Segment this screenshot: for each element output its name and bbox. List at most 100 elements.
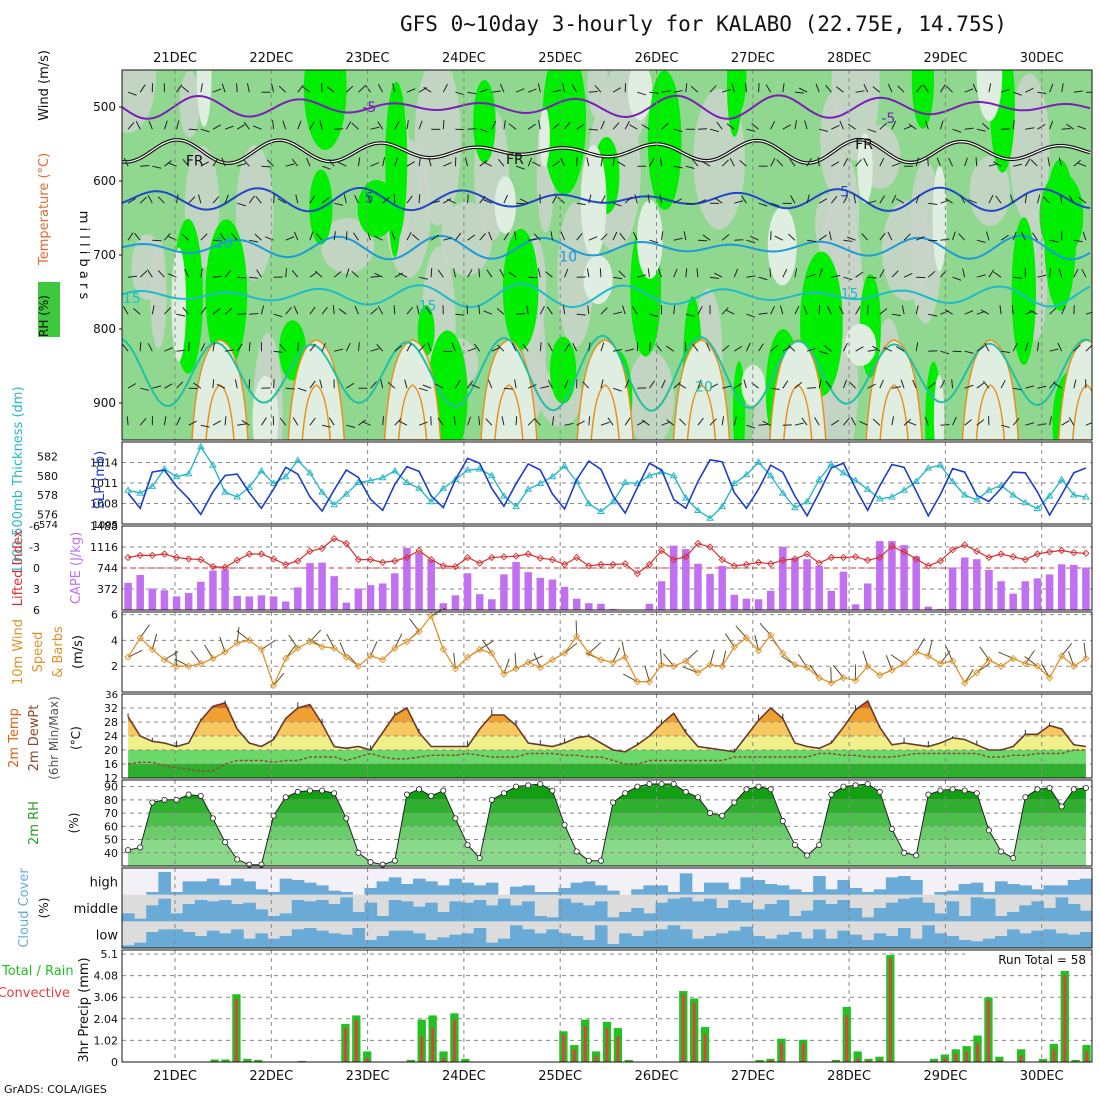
boundary-layer-contour [205,384,235,440]
boundary-layer-contour [975,384,1006,440]
wind-barb [649,91,659,94]
wind-barb [685,268,688,278]
wind-barb [1059,194,1063,204]
wind-barb [988,194,994,204]
wind-barb [382,157,386,167]
precip-convective-bar [463,1060,467,1062]
wind-speed-marker [512,665,520,673]
cloud-cell-middle [231,904,244,922]
wind-barb [527,123,536,130]
wind-speed-marker [948,657,957,665]
wind-barb [903,418,912,426]
cape-tick-label: 372 [97,583,118,596]
wind-barb [394,418,402,426]
rh-marker [610,799,617,806]
rh-dry-patch [235,145,274,281]
wind-barb [309,306,316,315]
wind-barb [127,232,134,241]
wind-barb [527,157,533,167]
wind-barb [924,120,929,130]
wind-barb [739,159,747,167]
wind-barb [176,313,186,317]
wind-barb [273,194,275,204]
cloud-cell-low [1055,933,1069,948]
cloud-cell-middle [1079,910,1093,922]
wind-barb [467,269,473,278]
wind-barb [241,419,250,426]
rh-tick-label: 40 [104,847,118,860]
wind-barb [576,123,585,130]
wind-barb [467,347,477,352]
cloud-cell-low [764,938,778,948]
wind-speed-marker [730,643,738,651]
wind-barb [221,83,226,93]
cloud-cell-high [1019,885,1032,895]
temp-tick-label: 32 [104,702,118,715]
wind-barb [333,231,336,241]
wind-barb [514,379,517,389]
wind-barb [600,379,604,389]
cloud-cell-high [716,882,729,895]
lifted-index-marker [754,558,763,567]
cloud-cell-high [752,880,766,895]
cloud-cell-middle [910,897,923,922]
wind-barb [958,233,966,241]
slp-tick-label: 1014 [90,457,118,470]
precip-convective-bar [409,1060,413,1062]
cloud-cell-low [982,938,996,948]
wind-barb [940,199,950,204]
rh-marker [816,841,823,848]
wind-speed-marker [548,656,557,664]
rh-marker [804,852,811,859]
lifted-index-marker [197,555,205,564]
wind-barb [1024,194,1028,204]
cloud-cell-high [461,882,475,895]
thickness-marker [451,475,460,483]
wind-barb [140,164,150,167]
wind-speed-marker [415,627,423,635]
thickness-marker [888,493,896,500]
cape-bar [1009,593,1017,610]
wind-barb [814,417,820,426]
cloud-cell-high [910,880,923,895]
wind-barb [455,380,461,389]
precip-convective-bar [235,998,238,1062]
wind-barb [1047,157,1051,167]
rh-marker [913,852,920,859]
cloud-cell-high [982,892,996,895]
lifted-index-marker [160,550,169,558]
wind-barb [382,196,390,204]
thickness-marker [778,489,787,496]
lifted-index-marker [209,562,217,571]
rh-marker [331,790,338,797]
wind-barb [879,195,886,204]
wind-speed-marker [257,645,266,654]
wind-barb [872,345,881,352]
cloud-cell-low [303,928,317,948]
wind-speed-marker [645,678,654,686]
wind-barb [545,271,553,278]
wind-speed-marker [197,659,205,668]
rh-marker [767,786,774,793]
lifted-index-marker [488,553,496,562]
wind-barb [200,306,207,315]
wind-barb [224,349,235,352]
wind-barb [853,194,857,204]
wind-barb [993,161,1002,167]
thickness-marker [839,468,848,476]
wind-barb [358,419,366,426]
thickness-marker [269,479,278,486]
wind-barb [746,424,756,429]
cloud-cell-high [788,889,802,895]
wind-barb [624,120,630,130]
wind-barb [127,122,135,130]
rh-marker [707,810,714,817]
wind-barb [255,195,262,204]
cloud-cell-middle [1007,912,1020,922]
cape-bar [294,587,302,610]
rh-marker [670,780,677,787]
rh2m-panel [122,780,1092,868]
contour-label: 10 [215,236,233,252]
cloud-cell-high [825,889,838,895]
wind-barb [600,157,604,167]
